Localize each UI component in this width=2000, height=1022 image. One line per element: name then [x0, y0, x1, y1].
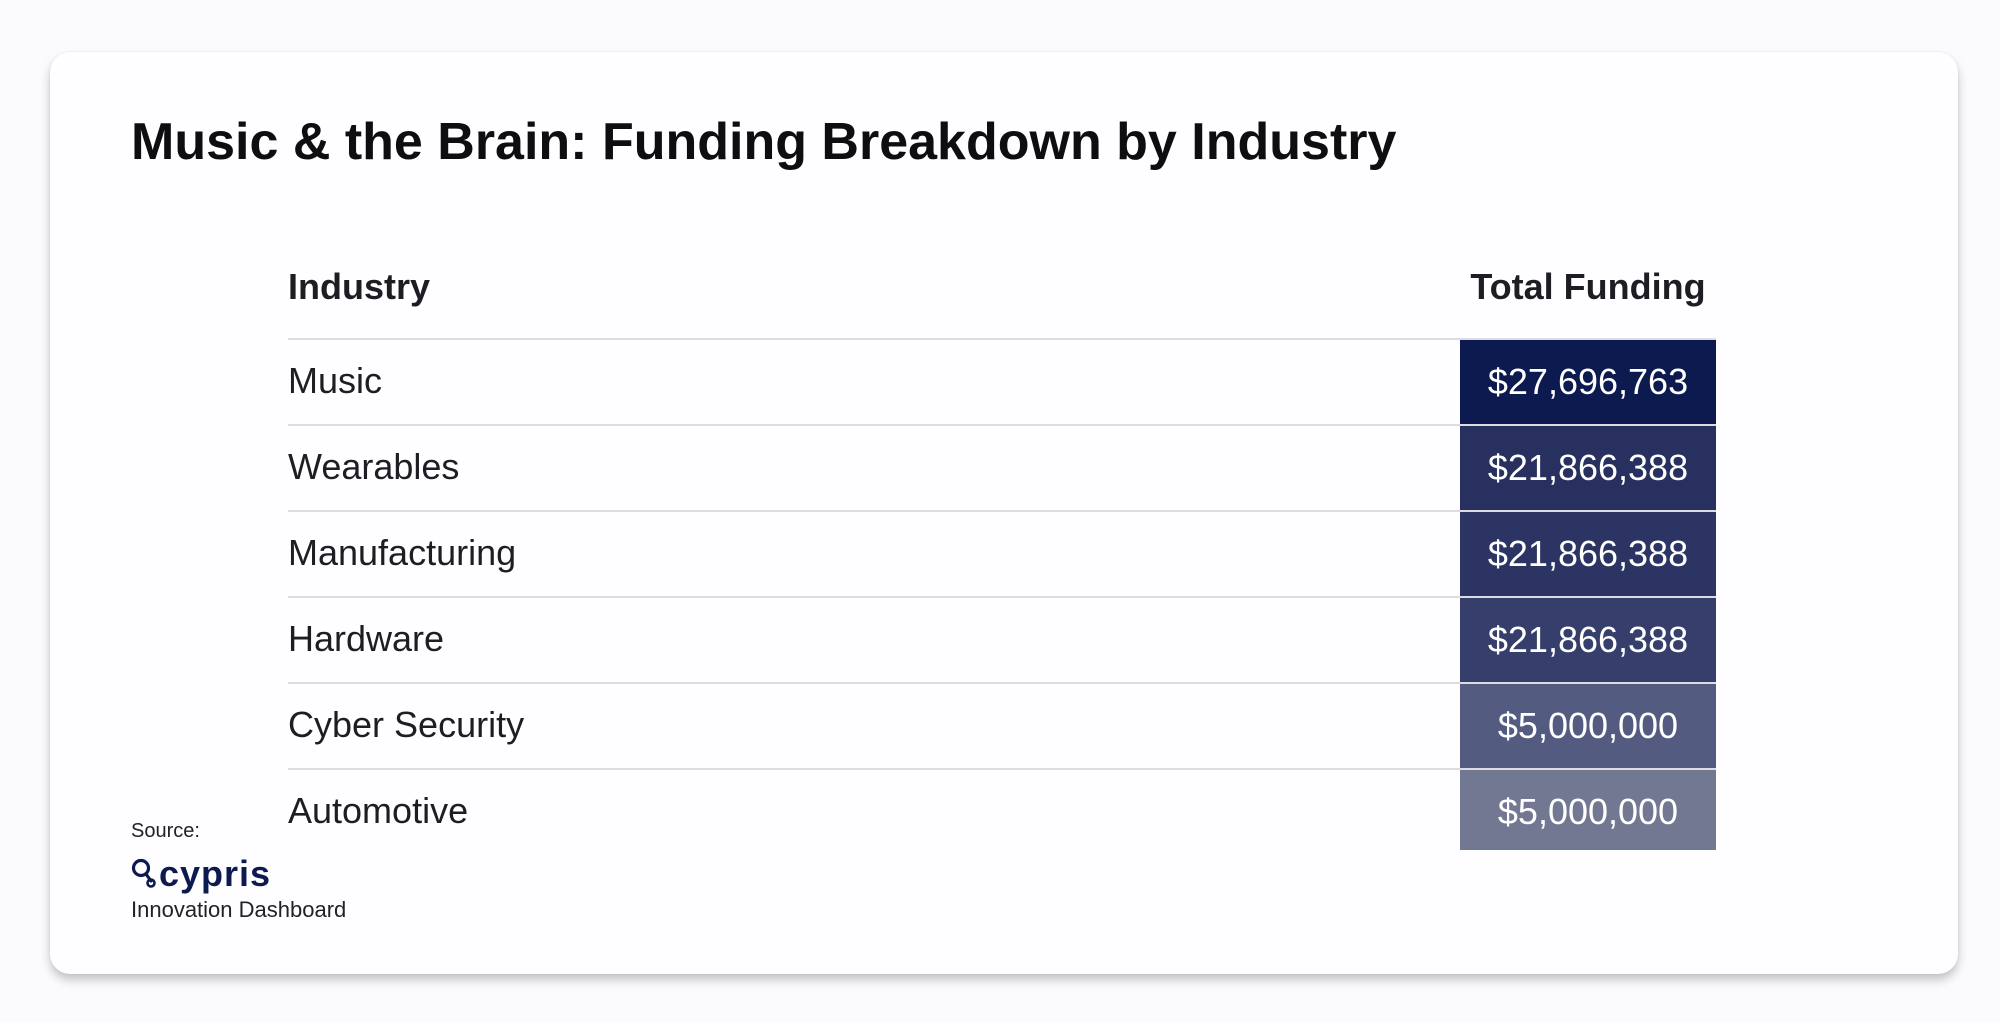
table-row: Hardware $21,866,388	[288, 598, 1716, 684]
table-row: Cyber Security $5,000,000	[288, 684, 1716, 770]
table-row: Music $27,696,763	[288, 340, 1716, 426]
table-row: Automotive $5,000,000	[288, 770, 1716, 850]
source-label: Source:	[131, 820, 200, 842]
funding-cell: $5,000,000	[1460, 684, 1716, 768]
table-header: Industry Total Funding	[288, 222, 1716, 340]
industry-cell: Wearables	[288, 446, 460, 487]
table-body: Music $27,696,763 Wearables $21,866,388 Manu…	[288, 340, 1716, 850]
column-header-industry: Industry	[288, 266, 431, 307]
chart-card: Music & the Brain: Funding Breakdown by …	[50, 52, 1958, 974]
funding-cell: $21,866,388	[1460, 598, 1716, 682]
logo-wordmark: cypris	[159, 853, 272, 894]
table-row: Wearables $21,866,388	[288, 426, 1716, 512]
cypris-logo: cypris	[131, 852, 271, 896]
funding-table: Industry Total Funding Music $27,696,763 W…	[288, 222, 1716, 850]
industry-cell: Automotive	[288, 790, 469, 831]
industry-cell: Cyber Security	[288, 704, 525, 745]
industry-cell: Music	[288, 360, 383, 401]
table-row: Manufacturing $21,866,388	[288, 512, 1716, 598]
funding-cell: $27,696,763	[1460, 340, 1716, 424]
magnifier-icon	[131, 858, 156, 888]
funding-cell: $21,866,388	[1460, 512, 1716, 596]
industry-cell: Hardware	[288, 618, 445, 659]
page-title: Music & the Brain: Funding Breakdown by …	[131, 113, 1397, 171]
industry-cell: Manufacturing	[288, 532, 517, 573]
column-header-total-funding: Total Funding	[1470, 266, 1706, 307]
funding-cell: $5,000,000	[1460, 770, 1716, 850]
dashboard-label: Innovation Dashboard	[131, 897, 347, 922]
funding-cell: $21,866,388	[1460, 426, 1716, 510]
